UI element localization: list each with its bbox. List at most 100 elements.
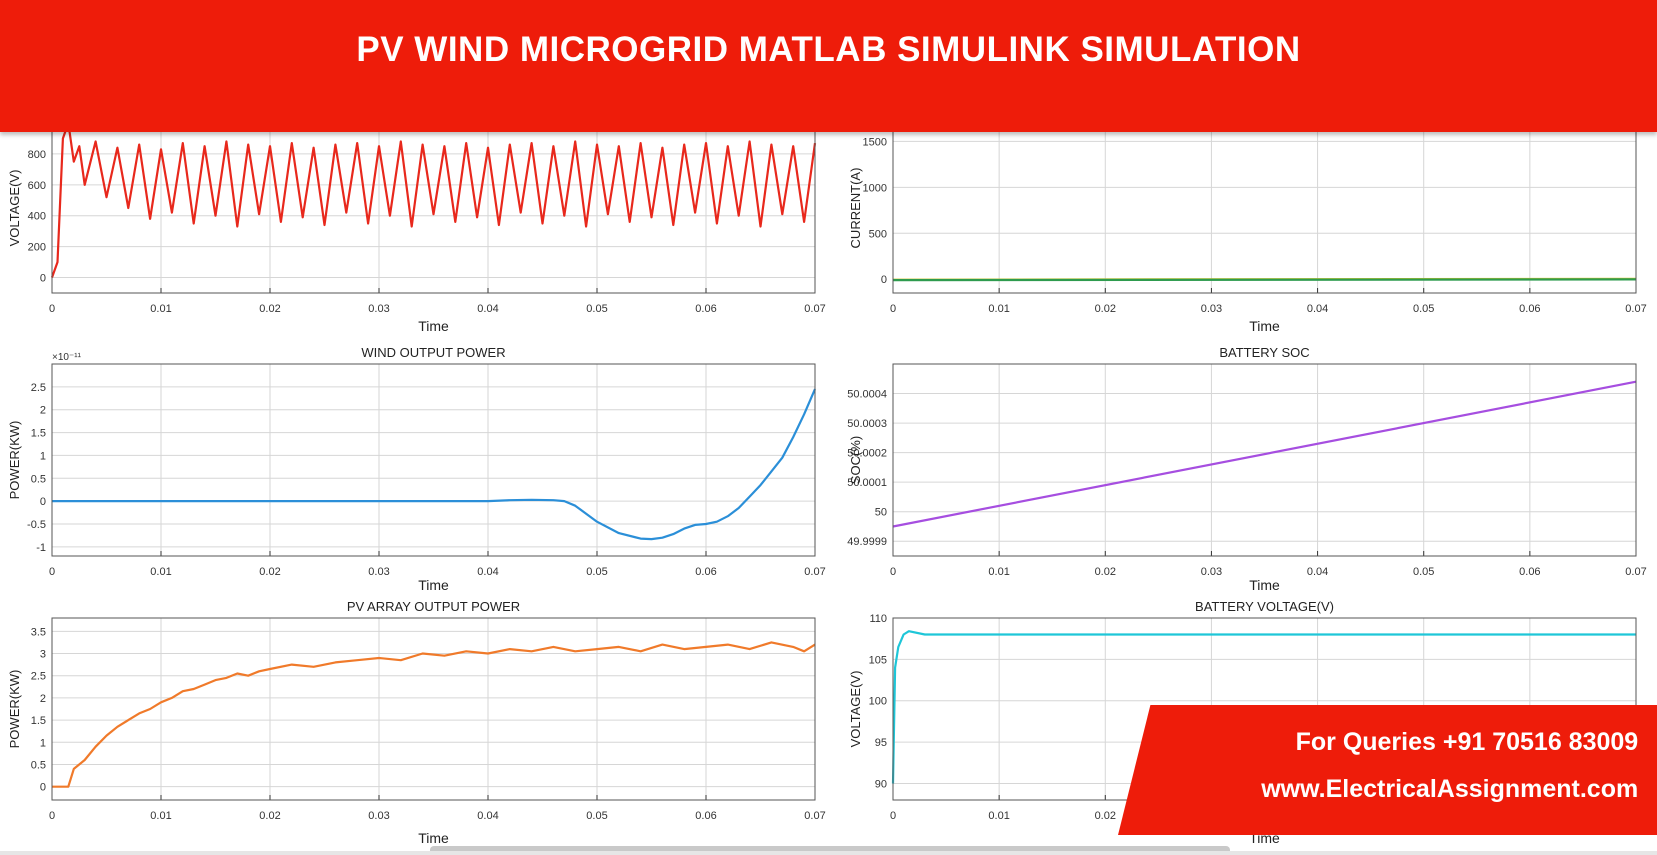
bottom-divider [0, 851, 1657, 855]
x-tick-label: 0.02 [1095, 566, 1116, 578]
series-line [52, 641, 816, 788]
y-tick-label: 2 [40, 405, 46, 417]
y-axis-label: VOLTAGE(V) [848, 671, 863, 748]
horizontal-scrollbar[interactable] [430, 846, 1230, 855]
y-tick-label: 2.5 [31, 382, 46, 394]
x-tick-label: 0.03 [368, 810, 389, 822]
series-line [892, 380, 1637, 528]
x-tick-label: 0.05 [586, 810, 607, 822]
plot-area [52, 618, 815, 800]
y-axis-label: POWER(KW) [7, 670, 22, 749]
chart-0: 0 0.01 0.02 0.03 0.04 0.05 0.06 0.07 0 200 400 600 8… [7, 118, 826, 334]
x-tick-label: 0.04 [477, 810, 498, 822]
plot-area [893, 123, 1636, 293]
x-axis-label: Time [418, 318, 449, 334]
chart-title: WIND OUTPUT POWER [361, 345, 505, 360]
y-tick-label: 50.0004 [847, 389, 887, 401]
series-line [50, 121, 817, 278]
x-tick-label: 0.07 [804, 566, 825, 578]
y-tick-label: 105 [869, 654, 887, 666]
x-tick-label: 0.01 [988, 810, 1009, 822]
series-line [892, 278, 1637, 282]
x-tick-label: 0.06 [1519, 303, 1540, 315]
y-tick-label: 2 [40, 693, 46, 705]
y-axis-label: SOC(%) [848, 436, 863, 484]
x-tick-label: 0 [49, 303, 55, 315]
y-tick-label: 0.5 [31, 759, 46, 771]
y-tick-label: 50.0001 [847, 477, 887, 489]
x-axis-label: Time [1249, 577, 1280, 593]
x-tick-label: 0.03 [368, 303, 389, 315]
x-tick-label: 0.06 [695, 303, 716, 315]
x-tick-label: 0.04 [477, 303, 498, 315]
y-tick-label: 1.5 [31, 428, 46, 440]
x-tick-label: 0.02 [259, 566, 280, 578]
y-tick-label: 50 [875, 507, 887, 519]
plot-frame [51, 363, 816, 557]
x-tick-label: 0.01 [150, 810, 171, 822]
y-tick-label: -0.5 [27, 519, 46, 531]
x-tick-label: 0.02 [1095, 810, 1116, 822]
y-tick-label: 1.5 [31, 715, 46, 727]
y-tick-label: 400 [28, 211, 46, 223]
y-tick-label: 200 [28, 242, 46, 254]
x-tick-label: 0.01 [988, 566, 1009, 578]
x-tick-label: 0.02 [259, 303, 280, 315]
chart-4: 0 0.01 0.02 0.03 0.04 0.05 0.06 0.07 0 0.5 1 1.5 2 2.… [7, 599, 826, 846]
y-tick-label: 50.0003 [847, 418, 887, 430]
chart-title: BATTERY VOLTAGE(V) [1195, 599, 1334, 614]
x-axis-label: Time [1249, 318, 1280, 334]
y-tick-label: 1 [40, 737, 46, 749]
x-tick-label: 0.01 [988, 303, 1009, 315]
plot-area [893, 364, 1636, 556]
plot-area [52, 364, 815, 556]
x-tick-label: 0.06 [695, 810, 716, 822]
contact-website: www.ElectricalAssignment.com [1261, 775, 1639, 803]
x-tick-label: 0.06 [1519, 566, 1540, 578]
x-tick-label: 0.03 [368, 566, 389, 578]
x-tick-label: 0.02 [259, 810, 280, 822]
y-tick-label: -1 [36, 542, 46, 554]
x-tick-label: 0 [890, 810, 896, 822]
x-tick-label: 0.04 [1307, 303, 1328, 315]
y-tick-label: 0 [40, 496, 46, 508]
y-tick-label: 2.5 [31, 671, 46, 683]
y-tick-label: 50.0002 [847, 448, 887, 460]
x-tick-label: 0.01 [150, 566, 171, 578]
x-tick-label: 0.03 [1201, 566, 1222, 578]
contact-phone: For Queries +91 70516 83009 [1295, 728, 1639, 756]
y-exponent-label: ×10⁻¹¹ [52, 352, 82, 363]
series-line [52, 388, 817, 541]
y-tick-label: 110 [869, 613, 887, 625]
x-axis-label: Time [418, 830, 449, 846]
y-tick-label: 0 [40, 273, 46, 285]
y-tick-label: 1000 [863, 182, 887, 194]
chart-title: PV ARRAY OUTPUT POWER [347, 599, 520, 614]
y-axis-label: VOLTAGE(V) [7, 170, 22, 247]
x-tick-label: 0.02 [1095, 303, 1116, 315]
x-tick-label: 0 [890, 303, 896, 315]
y-tick-label: 0.5 [31, 473, 46, 485]
x-tick-label: 0.05 [586, 303, 607, 315]
x-tick-label: 0 [890, 566, 896, 578]
title-banner: PV WIND MICROGRID MATLAB SIMULINK SIMULA… [0, 0, 1657, 132]
y-axis-label: POWER(KW) [7, 421, 22, 500]
plot-frame [892, 363, 1637, 557]
y-tick-label: 3 [40, 649, 46, 661]
y-tick-label: 95 [875, 737, 887, 749]
chart-2: 0 0.01 0.02 0.03 0.04 0.05 0.06 0.07 -1 -0.5 0 0.5 1… [7, 345, 826, 593]
x-tick-label: 0.04 [1307, 566, 1328, 578]
y-tick-label: 0 [881, 274, 887, 286]
y-tick-label: 800 [28, 149, 46, 161]
plot-frame [51, 617, 816, 801]
y-tick-label: 49.9999 [847, 536, 887, 548]
contact-banner-content: For Queries +91 70516 83009 www.Electric… [1174, 705, 1657, 835]
contact-banner: For Queries +91 70516 83009 www.Electric… [1118, 705, 1657, 835]
y-axis-label: CURRENT(A) [848, 168, 863, 249]
series-line [891, 630, 1636, 784]
y-tick-label: 1500 [863, 136, 887, 148]
chart-title: BATTERY SOC [1219, 345, 1309, 360]
chart-3: 0 0.01 0.02 0.03 0.04 0.05 0.06 0.07 49.9999 50 50… [847, 345, 1646, 593]
y-tick-label: 90 [875, 778, 887, 790]
